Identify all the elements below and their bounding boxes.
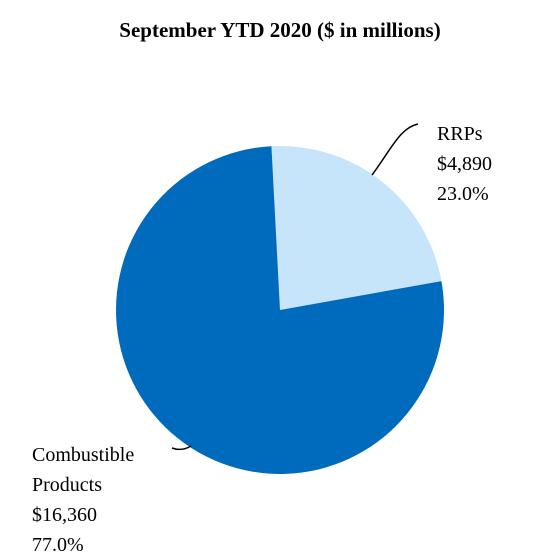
rrps-name-label: RRPs [437,123,483,145]
combustible-name-label-line2: Products [32,474,102,496]
combustible-value-label: $16,360 [32,504,97,526]
pie-slice-combustible-products [116,146,444,475]
rrps-percent-label: 23.0% [437,183,489,205]
rrps-value-label: $4,890 [437,153,492,175]
pie-slice-rrps [271,146,442,310]
combustible-percent-label: 77.0% [32,534,84,556]
combustible-name-label-line1: Combustible [32,444,134,466]
leader-line-combustible [171,445,192,451]
chart-title: September YTD 2020 ($ in millions) [119,18,441,42]
leader-line-rrps [371,123,419,176]
